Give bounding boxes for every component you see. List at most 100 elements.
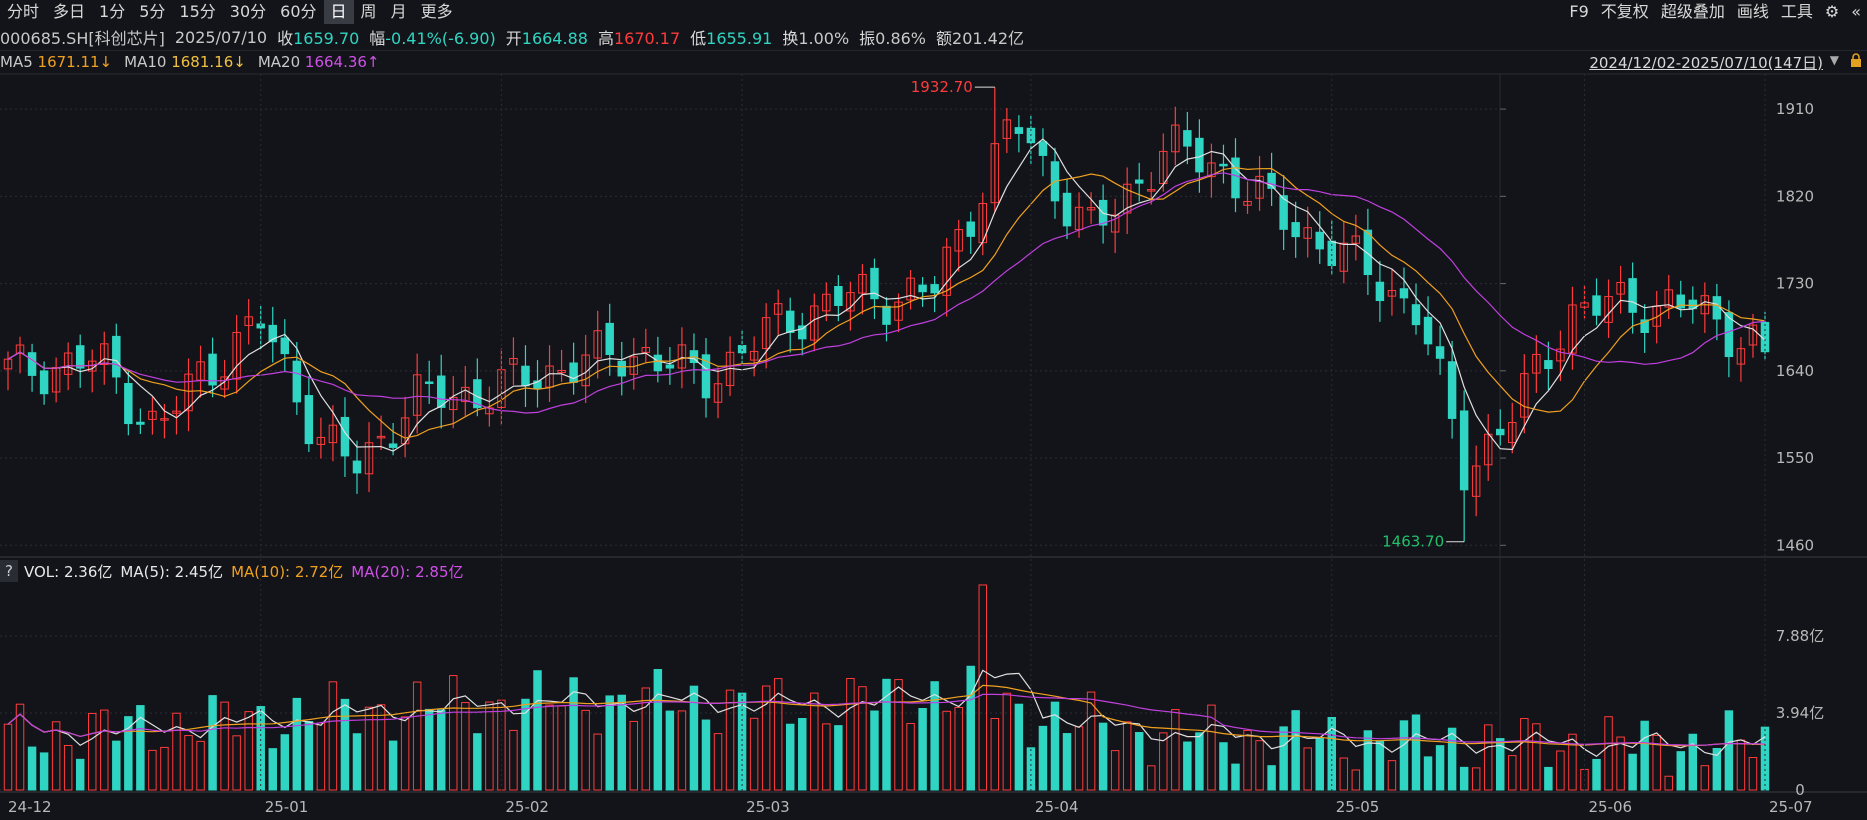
volume-bar bbox=[461, 702, 470, 791]
help-button[interactable]: ? bbox=[0, 560, 18, 582]
open-value: 1664.88 bbox=[521, 29, 588, 48]
tab-9[interactable]: 月 bbox=[390, 2, 407, 21]
candle-body bbox=[1279, 195, 1288, 230]
tab-1[interactable]: 多日 bbox=[53, 2, 86, 21]
candle-body bbox=[1736, 348, 1746, 365]
candle-body bbox=[665, 364, 675, 369]
tool-4[interactable]: 工具 bbox=[1780, 2, 1813, 21]
candle-body bbox=[1628, 278, 1637, 313]
candle-body bbox=[533, 380, 542, 389]
volume-bar bbox=[1134, 732, 1144, 791]
tool-1[interactable]: 不复权 bbox=[1600, 2, 1649, 21]
volume-bar bbox=[906, 723, 915, 791]
candle-body bbox=[1134, 179, 1144, 184]
volume-bar bbox=[1243, 729, 1252, 791]
ma20-line bbox=[7, 172, 1766, 414]
volume-bar bbox=[1616, 736, 1625, 791]
candle-body bbox=[1086, 207, 1096, 211]
candle-body bbox=[1267, 172, 1276, 189]
tab-6[interactable]: 60分 bbox=[280, 2, 317, 21]
volume-bar bbox=[1231, 763, 1240, 791]
tab-4[interactable]: 15分 bbox=[179, 2, 216, 21]
tab-8[interactable]: 周 bbox=[360, 2, 377, 21]
candle-body bbox=[858, 273, 867, 294]
amplitude-value: 0.86% bbox=[875, 29, 926, 48]
volume-bar bbox=[1700, 765, 1710, 791]
date-range-selector[interactable]: 2024/12/02-2025/07/10(147日) bbox=[1589, 54, 1823, 72]
volume-bar bbox=[713, 733, 723, 791]
tab-3[interactable]: 5分 bbox=[139, 2, 166, 21]
low-label: 低 bbox=[690, 29, 707, 48]
volume-bar bbox=[677, 710, 687, 791]
volume-bar bbox=[437, 709, 446, 791]
lock-icon[interactable] bbox=[1849, 53, 1863, 67]
volume-bar bbox=[1291, 710, 1300, 791]
tab-7[interactable]: 日 bbox=[323, 0, 354, 24]
collapse-icon[interactable]: « bbox=[1851, 2, 1861, 21]
candle-body bbox=[1568, 304, 1577, 354]
ma20-value: 1664.36↑ bbox=[304, 52, 380, 71]
volume-bar bbox=[1568, 733, 1577, 791]
candle-body bbox=[63, 352, 73, 375]
high-annotation: 1932.70 bbox=[911, 78, 973, 96]
tool-0[interactable]: F9 bbox=[1569, 2, 1589, 21]
volume-bar bbox=[292, 697, 302, 791]
volume-bar bbox=[1062, 733, 1072, 791]
amplitude-label: 振 bbox=[859, 29, 876, 48]
volume-bar bbox=[918, 708, 927, 791]
candle-body bbox=[1592, 295, 1601, 316]
candle-body bbox=[268, 324, 277, 343]
chevron-down-icon[interactable]: ▼ bbox=[1829, 53, 1839, 67]
volume-bar bbox=[388, 740, 398, 791]
vol-value: VOL: 2.36亿 bbox=[24, 562, 113, 581]
volume-bar bbox=[1219, 742, 1228, 791]
close-value: 1659.70 bbox=[293, 29, 360, 48]
candle-body bbox=[1110, 214, 1120, 233]
price-tick-label: 1550 bbox=[1776, 449, 1814, 467]
tool-3[interactable]: 画线 bbox=[1736, 2, 1769, 21]
symbol[interactable]: 000685.SH[科创芯片] bbox=[0, 29, 165, 48]
candle-body bbox=[1147, 189, 1156, 192]
volume-bar bbox=[617, 694, 626, 791]
tool-2[interactable]: 超级叠加 bbox=[1660, 2, 1725, 21]
date-tick-label: 25-02 bbox=[505, 798, 549, 816]
candle-body bbox=[1255, 175, 1264, 199]
volume-bar bbox=[1339, 757, 1349, 791]
volume-bar bbox=[1014, 703, 1024, 791]
candle-body bbox=[1243, 200, 1252, 206]
change-label: 幅 bbox=[369, 29, 386, 48]
tab-0[interactable]: 分时 bbox=[7, 2, 40, 21]
tab-5[interactable]: 30分 bbox=[229, 2, 267, 21]
candle-body bbox=[1664, 289, 1673, 308]
candle-body bbox=[1724, 312, 1734, 358]
candle-body bbox=[1435, 346, 1445, 359]
volume-bar bbox=[761, 685, 771, 791]
tab-2[interactable]: 1分 bbox=[99, 2, 126, 21]
candle-body bbox=[1508, 422, 1517, 444]
turnover-value: 1.00% bbox=[798, 29, 850, 48]
volume-bar bbox=[1532, 723, 1541, 791]
tab-10[interactable]: 更多 bbox=[420, 2, 453, 21]
gear-icon[interactable]: ⚙ bbox=[1824, 2, 1840, 21]
volume-bar bbox=[810, 692, 819, 791]
volume-bar bbox=[1255, 740, 1264, 791]
volume-bar bbox=[557, 705, 566, 791]
volume-bar bbox=[629, 720, 639, 791]
volume-bar bbox=[136, 705, 145, 791]
volume-bar bbox=[1147, 765, 1156, 791]
candle-body bbox=[882, 305, 891, 325]
ma-legend: MA5 1671.11↓ MA10 1681.16↓ MA20 1664.36↑ bbox=[0, 50, 1867, 72]
candle-body bbox=[1544, 360, 1553, 370]
candle-body bbox=[701, 354, 711, 399]
candle-body bbox=[1315, 231, 1324, 250]
volume-bar bbox=[364, 706, 374, 791]
volume-bar bbox=[1592, 758, 1601, 791]
volume-bar bbox=[1074, 726, 1084, 791]
volume-bar bbox=[1447, 727, 1457, 791]
volume-bar bbox=[798, 718, 807, 791]
volume-bar bbox=[1736, 739, 1746, 791]
candle-body bbox=[244, 316, 253, 326]
candle-body bbox=[1532, 353, 1541, 374]
volume-bar bbox=[244, 711, 253, 791]
